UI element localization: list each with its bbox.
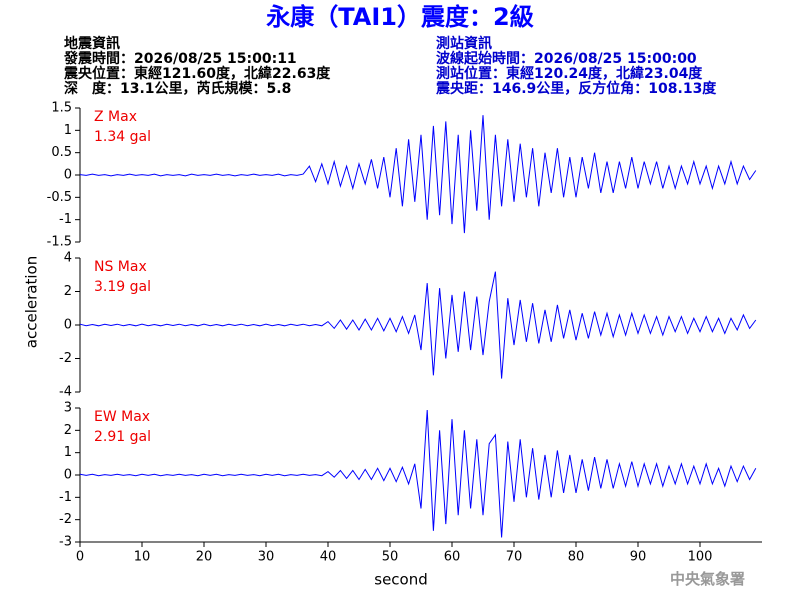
x-tick-label: 20 xyxy=(196,550,213,565)
x-tick-label: 100 xyxy=(688,550,713,565)
waveform xyxy=(79,115,757,234)
waveform xyxy=(79,271,757,379)
info-left: 發震時間：2026/08/25 15:00:11 xyxy=(63,50,297,67)
y-tick-label: 1 xyxy=(64,445,72,460)
y-tick-label: 0 xyxy=(64,168,72,183)
y-tick-label: -2 xyxy=(59,512,72,527)
max-label: 1.34 gal xyxy=(94,129,151,145)
x-tick-label: 90 xyxy=(630,550,647,565)
y-tick-label: -4 xyxy=(59,385,72,400)
y-tick-label: 4 xyxy=(64,251,72,266)
annotation: EW Max xyxy=(94,409,150,425)
info-right: 測站資訊 xyxy=(436,35,492,52)
y-tick-label: 2 xyxy=(64,284,72,299)
chart-title: 永康（TAI1）震度：2級 xyxy=(266,3,533,31)
y-tick-label: 0.5 xyxy=(51,145,72,160)
y-tick-label: 1 xyxy=(64,123,72,138)
x-tick-label: 70 xyxy=(506,550,523,565)
y-tick-label: 0 xyxy=(64,318,72,333)
max-label: 2.91 gal xyxy=(94,429,151,445)
x-tick-label: 30 xyxy=(258,550,275,565)
y-tick-label: -3 xyxy=(59,535,72,550)
credit: 中央氣象署 xyxy=(670,570,745,588)
y-tick-label: -0.5 xyxy=(47,190,72,205)
y-tick-label: 1.5 xyxy=(51,101,72,116)
y-tick-label: -1 xyxy=(59,490,72,505)
annotation: Z Max xyxy=(94,109,137,125)
x-axis-label: second xyxy=(374,571,428,589)
y-tick-label: -1.5 xyxy=(47,235,72,250)
info-left: 地震資訊 xyxy=(64,35,120,52)
annotation: NS Max xyxy=(94,259,147,275)
x-tick-label: 60 xyxy=(444,550,461,565)
x-tick-label: 0 xyxy=(76,550,84,565)
y-tick-label: 2 xyxy=(64,423,72,438)
waveform xyxy=(79,409,757,538)
x-tick-label: 10 xyxy=(134,550,151,565)
info-left: 深 度：13.1公里，芮氏規模：5.8 xyxy=(64,80,291,97)
info-left: 震央位置：東經121.60度，北緯22.63度 xyxy=(63,65,331,82)
x-tick-label: 50 xyxy=(382,550,399,565)
y-tick-label: 3 xyxy=(64,401,72,416)
y-tick-label: -2 xyxy=(59,351,72,366)
y-tick-label: 0 xyxy=(64,468,72,483)
max-label: 3.19 gal xyxy=(94,279,151,295)
info-right: 震央距：146.9公里，反方位角：108.13度 xyxy=(435,80,717,97)
y-tick-label: -1 xyxy=(59,212,72,227)
y-axis-label: acceleration xyxy=(23,256,41,348)
x-tick-label: 80 xyxy=(568,550,585,565)
info-right: 波線起始時間：2026/08/25 15:00:00 xyxy=(436,50,697,67)
x-tick-label: 40 xyxy=(320,550,337,565)
info-right: 測站位置：東經120.24度，北緯23.04度 xyxy=(436,65,703,82)
